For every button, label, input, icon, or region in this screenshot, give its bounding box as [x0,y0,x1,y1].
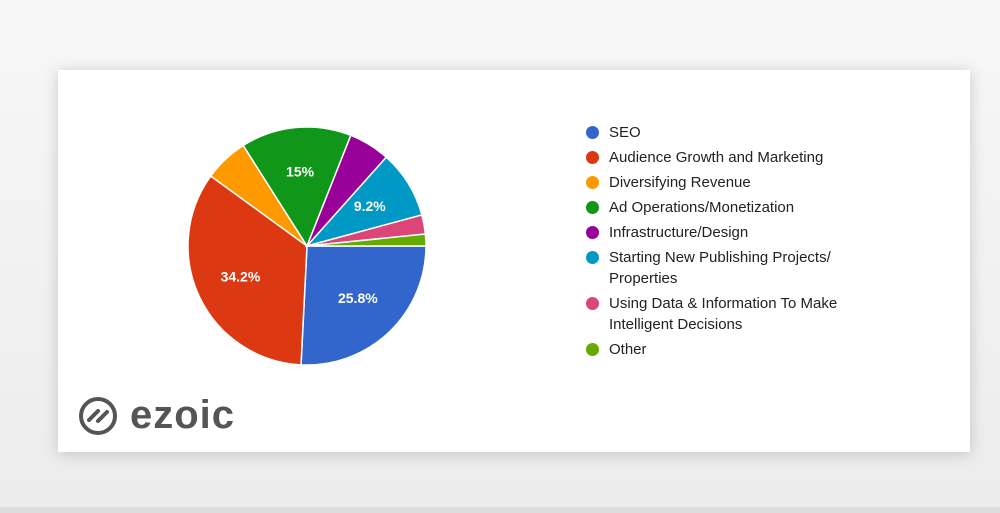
legend-label: Starting New Publishing Projects/ Proper… [609,249,831,287]
legend-label: Ad Operations/Monetization [609,199,795,216]
legend-label: Diversifying Revenue [609,174,751,191]
logo: ezoic [78,393,235,438]
legend-swatch [586,297,599,310]
legend-item: SEO [586,122,876,143]
slice-label: 25.8% [338,290,378,306]
pie-slice [300,245,427,366]
legend-label: Audience Growth and Marketing [609,149,824,166]
slice-label: 15% [286,163,315,179]
legend-swatch [586,151,599,164]
legend-swatch [586,126,599,139]
legend-item: Using Data & Information To Make Intelli… [586,293,876,335]
legend-label: SEO [609,124,641,141]
pie-slice [306,233,427,247]
pie-slice [187,175,308,366]
legend-swatch [586,251,599,264]
footer-bar [0,507,1000,513]
pie-slice [242,126,352,248]
legend-label: Infrastructure/Design [609,224,749,241]
logo-text: ezoic [130,393,236,437]
chart-card: 25.8% 34.2% 15% 9.2% SEO Audience Growth and… [58,70,970,452]
logo-icon [79,396,117,435]
legend-swatch [586,176,599,189]
legend-label: Other [609,341,647,358]
legend-item: Ad Operations/Monetization [586,197,876,218]
slice-label: 9.2% [354,198,386,214]
legend: SEO Audience Growth and Marketing Diversif… [586,122,876,364]
slice-label: 34.2% [221,269,261,285]
legend-item: Diversifying Revenue [586,172,876,193]
legend-swatch [586,226,599,239]
legend-item: Other [586,339,876,360]
legend-item: Audience Growth and Marketing [586,147,876,168]
legend-item: Starting New Publishing Projects/ Proper… [586,247,876,289]
legend-label: Using Data & Information To Make Intelli… [609,295,838,333]
pie-chart: 25.8% 34.2% 15% 9.2% [187,126,427,366]
legend-swatch [586,343,599,356]
legend-item: Infrastructure/Design [586,222,876,243]
legend-swatch [586,201,599,214]
